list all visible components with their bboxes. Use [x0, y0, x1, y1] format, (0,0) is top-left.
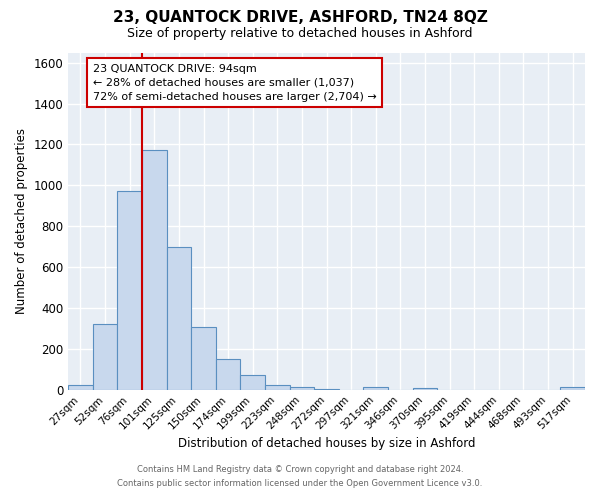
Bar: [265, 384, 290, 390]
Y-axis label: Number of detached properties: Number of detached properties: [15, 128, 28, 314]
Bar: [167, 246, 191, 390]
Bar: [68, 384, 93, 390]
Text: 23 QUANTOCK DRIVE: 94sqm
← 28% of detached houses are smaller (1,037)
72% of sem: 23 QUANTOCK DRIVE: 94sqm ← 28% of detach…: [93, 64, 377, 102]
Bar: [290, 386, 314, 390]
Text: Size of property relative to detached houses in Ashford: Size of property relative to detached ho…: [127, 28, 473, 40]
Bar: [364, 386, 388, 390]
Bar: [118, 192, 142, 390]
Bar: [191, 328, 216, 390]
Bar: [241, 376, 265, 390]
Bar: [413, 388, 437, 390]
Bar: [142, 150, 167, 390]
Text: 23, QUANTOCK DRIVE, ASHFORD, TN24 8QZ: 23, QUANTOCK DRIVE, ASHFORD, TN24 8QZ: [113, 10, 487, 25]
Text: Contains HM Land Registry data © Crown copyright and database right 2024.
Contai: Contains HM Land Registry data © Crown c…: [118, 466, 482, 487]
Bar: [93, 324, 118, 390]
Bar: [216, 359, 241, 390]
Bar: [314, 388, 339, 390]
Bar: [560, 386, 585, 390]
X-axis label: Distribution of detached houses by size in Ashford: Distribution of detached houses by size …: [178, 437, 475, 450]
